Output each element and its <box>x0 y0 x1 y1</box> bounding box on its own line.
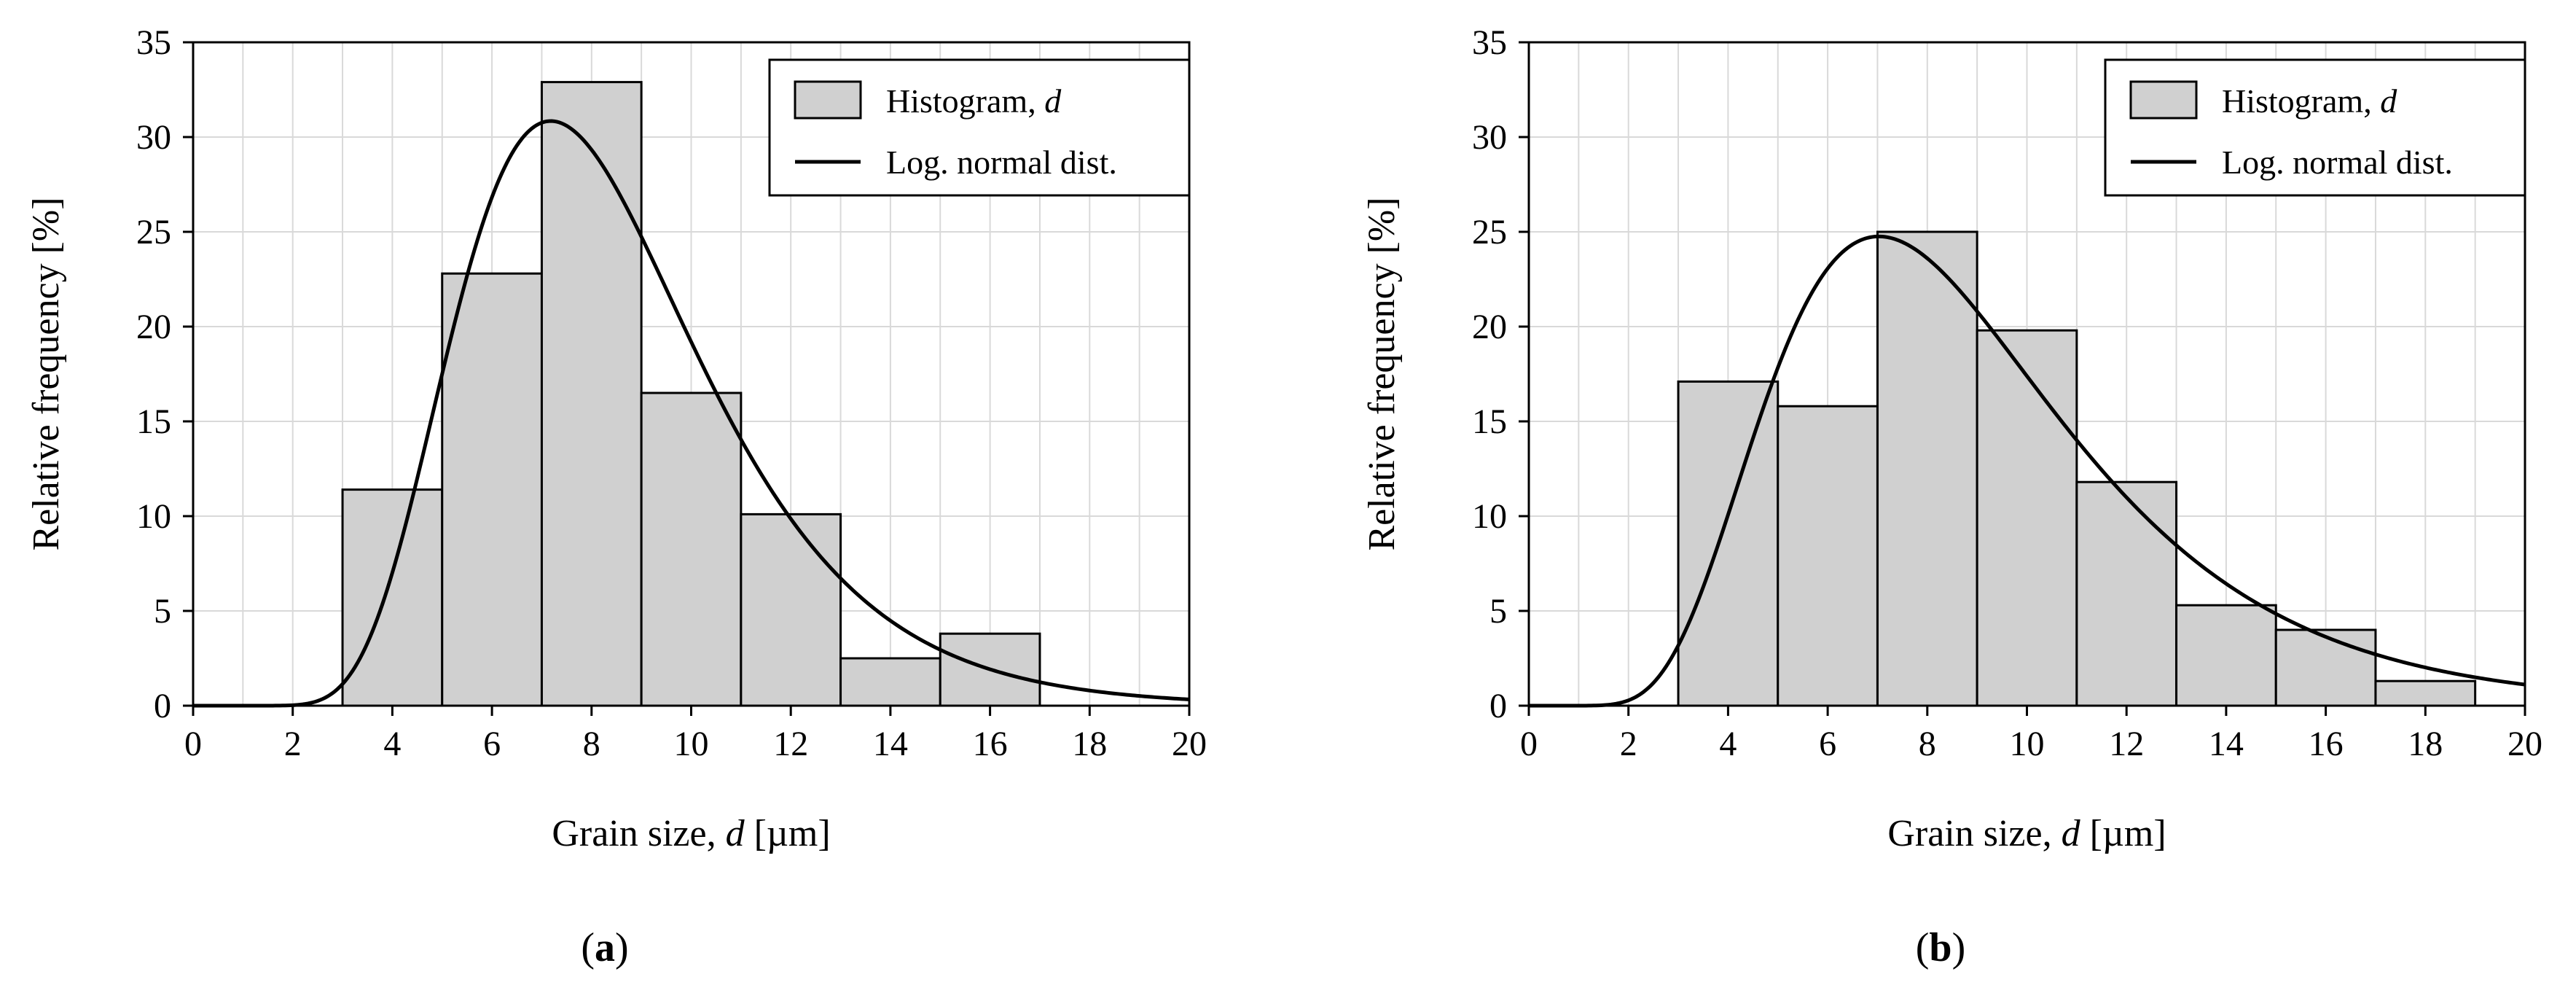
panel-a-bar-5 <box>839 657 941 707</box>
panel-b-ytick-label-15: 15 <box>1472 402 1507 441</box>
panel-a-legend-histogram-span-0: Histogram, <box>886 82 1044 120</box>
panel-b-xtick-label-18: 18 <box>2408 725 2443 763</box>
panel-b-legend-histogram-span-0: Histogram, <box>2222 82 2380 120</box>
panel-a-bar-1 <box>441 272 543 707</box>
panel-b-ytick-label-25: 25 <box>1472 213 1507 252</box>
panel-a-ytick-label-10: 10 <box>136 497 171 536</box>
panel-b-x-axis-title-span-2: [µm] <box>2080 813 2166 854</box>
panel-a-ytick-label-25: 25 <box>136 213 171 252</box>
panel-a-panel-label-part-1: a <box>595 925 615 970</box>
panel-b-bar-2 <box>1876 230 1978 707</box>
panel-b-bar-5 <box>2175 604 2277 707</box>
panel-a-xtick-label-8: 8 <box>583 725 600 763</box>
panel-b-xtick-label-6: 6 <box>1819 725 1836 763</box>
panel-a-x-axis-title: Grain size, d [µm] <box>552 813 830 854</box>
panel-b-legend-swatch-histogram <box>2129 80 2198 120</box>
panel-b-bar-0 <box>1677 380 1780 707</box>
panel-a-ytick-label-15: 15 <box>136 402 171 441</box>
panel-a-ytick-label-5: 5 <box>154 592 171 631</box>
panel-b-ytick-label-35: 35 <box>1472 23 1507 62</box>
panel-a-legend-histogram-span-1: d <box>1044 82 1062 120</box>
panel-b-xtick-label-12: 12 <box>2109 725 2144 763</box>
panel-a-panel-label-part-0: ( <box>581 925 595 970</box>
panel-b-xtick-label-10: 10 <box>2010 725 2045 763</box>
panel-b: 0 2 4 6 8 10 12 14 16 18 20 0 5 10 15 20 25 30 35 Grain siz… <box>1361 23 2542 970</box>
panel-a-xtick-label-20: 20 <box>1172 725 1207 763</box>
panel-b-x-axis-title-span-1: d <box>2062 813 2081 854</box>
panel-b-legend-histogram-span-1: d <box>2380 82 2397 120</box>
panel-b-legend-label-curve: Log. normal dist. <box>2222 144 2453 181</box>
panel-a-x-axis-title-span-0: Grain size, <box>552 813 725 854</box>
panel-b-y-axis-title: Relative frequency [%] <box>1361 197 1403 550</box>
panel-a-y-axis-title: Relative frequency [%] <box>26 197 67 550</box>
panel-b-bar-6 <box>2274 628 2377 707</box>
panel-a-ytick-label-20: 20 <box>136 308 171 346</box>
panel-b-ytick-label-0: 0 <box>1489 687 1507 725</box>
panel-b-legend: Histogram, d Log. normal dist. <box>2104 58 2526 197</box>
panel-b-panel-label-part-1: b <box>1929 925 1951 970</box>
panel-b-panel-label-part-2: ) <box>1952 925 1966 970</box>
panel-a-x-axis-title-span-2: [µm] <box>745 813 831 854</box>
panel-b-panel-label-part-0: ( <box>1916 925 1930 970</box>
panel-a-xtick-label-4: 4 <box>383 725 401 763</box>
panel-a-xtick-label-14: 14 <box>873 725 908 763</box>
panel-b-xtick-label-16: 16 <box>2309 725 2344 763</box>
panel-a-bar-0 <box>341 488 444 707</box>
panel-b-xtick-label-14: 14 <box>2209 725 2244 763</box>
panel-a-ytick-label-0: 0 <box>154 687 171 725</box>
panel-a-ytick-label-30: 30 <box>136 118 171 157</box>
panel-a-panel-label: (a) <box>581 925 628 970</box>
panel-a: 0 2 4 6 8 10 12 14 16 18 20 0 5 10 15 20 25 30 35 Grain siz… <box>26 23 1207 970</box>
panel-b-x-axis-title-span-0: Grain size, <box>1887 813 2061 854</box>
panel-b-ytick-label-20: 20 <box>1472 308 1507 346</box>
panel-b-bar-1 <box>1777 405 1879 707</box>
panel-a-bar-4 <box>740 512 842 707</box>
panel-a-panel-label-part-2: ) <box>615 925 629 970</box>
panel-a-xtick-label-12: 12 <box>773 725 808 763</box>
panel-b-x-axis-title: Grain size, d [µm] <box>1887 813 2166 854</box>
panel-b-ytick-label-30: 30 <box>1472 118 1507 157</box>
panel-b-legend-label-histogram: Histogram, d <box>2222 82 2397 120</box>
panel-a-legend-swatch-histogram <box>794 80 862 120</box>
panel-b-bar-3 <box>1976 329 2078 707</box>
panel-a-xtick-label-16: 16 <box>973 725 1008 763</box>
panel-b-ytick-label-10: 10 <box>1472 497 1507 536</box>
panel-a-ytick-label-35: 35 <box>136 23 171 62</box>
panel-a-x-axis-title-span-1: d <box>726 813 745 854</box>
panel-a-xtick-label-6: 6 <box>483 725 501 763</box>
panel-b-xtick-label-4: 4 <box>1719 725 1737 763</box>
panel-a-bar-3 <box>640 391 743 707</box>
panel-b-panel-label: (b) <box>1916 925 1965 970</box>
panel-b-xtick-label-20: 20 <box>2508 725 2542 763</box>
panel-a-legend: Histogram, d Log. normal dist. <box>768 58 1191 197</box>
panel-a-legend-label-curve: Log. normal dist. <box>886 144 1117 181</box>
panel-b-bar-7 <box>2374 679 2477 707</box>
panel-a-xtick-label-10: 10 <box>674 725 709 763</box>
panel-a-legend-label-histogram: Histogram, d <box>886 82 1062 120</box>
panel-b-bar-4 <box>2075 480 2178 707</box>
panel-a-bar-2 <box>540 81 643 707</box>
panel-a-xtick-label-18: 18 <box>1072 725 1107 763</box>
panel-b-lognormal-curve <box>1529 234 2526 708</box>
panel-a-lognormal-curve <box>193 119 1190 708</box>
panel-a-xtick-label-0: 0 <box>184 725 202 763</box>
panel-b-ytick-label-5: 5 <box>1489 592 1507 631</box>
panel-b-xtick-label-2: 2 <box>1620 725 1637 763</box>
panel-b-xtick-label-0: 0 <box>1520 725 1538 763</box>
panel-b-xtick-label-8: 8 <box>1919 725 1936 763</box>
panel-a-xtick-label-2: 2 <box>284 725 302 763</box>
